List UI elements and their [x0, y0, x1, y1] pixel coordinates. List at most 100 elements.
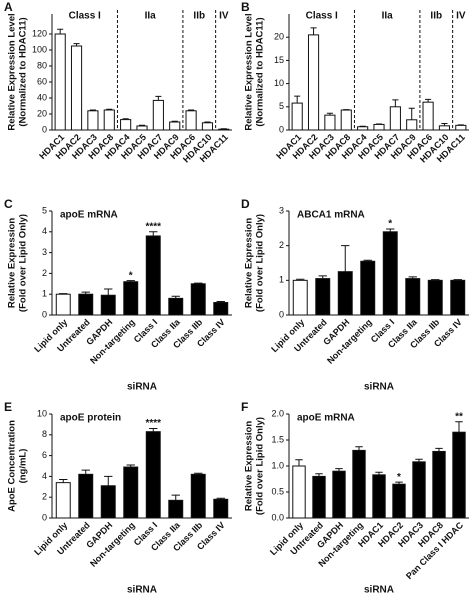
bar	[360, 260, 376, 316]
error-bar	[104, 288, 113, 296]
y-tick-label: 20	[274, 32, 284, 42]
error-bar	[188, 109, 195, 111]
bar	[103, 109, 115, 131]
y-tick-label: 5	[279, 101, 284, 111]
y-tick-label: 0	[42, 309, 47, 319]
error-bar	[335, 468, 343, 472]
y-tick-label: 2.0	[271, 408, 284, 418]
y-tick-label: 1	[42, 289, 47, 299]
bar	[450, 279, 466, 316]
error-bar	[441, 123, 448, 126]
y-axis-label: (Fold over Lipid Only)	[255, 214, 266, 312]
bar	[213, 498, 229, 519]
bar	[438, 125, 451, 131]
error-bar	[89, 109, 96, 111]
y-tick-label: 0	[279, 309, 284, 319]
y-tick-label: 6	[42, 450, 47, 460]
error-bar	[425, 98, 432, 103]
error-bar	[204, 121, 211, 123]
bar	[70, 45, 83, 131]
y-tick-label: 10	[274, 78, 284, 88]
y-tick-label: 5	[42, 205, 47, 215]
y-tick-label: 0.5	[271, 486, 284, 496]
y-axis-label: Relative Expression Level	[7, 13, 18, 130]
y-tick-label: 1.5	[271, 434, 284, 444]
error-bar	[149, 231, 158, 236]
error-bar	[171, 120, 178, 122]
error-bar	[59, 293, 68, 295]
group-label: Class I	[306, 11, 338, 22]
group-label: IIa	[145, 11, 157, 22]
y-axis-label: (Fold over Lipid Only)	[255, 417, 266, 515]
panel-label: D	[241, 197, 250, 211]
error-bar	[375, 471, 383, 475]
bar	[78, 293, 94, 316]
y-tick-label: 4	[42, 226, 47, 236]
error-bar	[73, 43, 80, 46]
y-axis-label: Relative Expression Level	[244, 13, 255, 130]
error-bar	[122, 118, 129, 120]
y-tick-label: 4	[42, 471, 47, 481]
y-axis-label: (Normalized to HDAC11)	[18, 17, 29, 126]
bar	[78, 473, 94, 519]
significance: *	[388, 219, 392, 230]
y-tick-label: 0	[42, 124, 47, 134]
error-bar	[310, 27, 317, 35]
error-bar	[81, 469, 90, 475]
y-axis-label: Relative Expression	[244, 421, 255, 511]
panel-label: F	[241, 400, 248, 414]
y-axis-label: (Normalized to HDAC11)	[255, 17, 266, 126]
bar	[372, 474, 386, 519]
panel-label: B	[241, 0, 250, 14]
group-label: IV	[219, 11, 229, 22]
error-bar	[171, 295, 180, 299]
y-tick-label: 0.0	[271, 512, 284, 522]
bar	[218, 128, 230, 131]
chart-title: apoE mRNA	[297, 413, 355, 424]
bar	[136, 125, 148, 131]
error-bar	[294, 95, 301, 104]
chart-title: ABCA1 mRNA	[297, 210, 365, 221]
error-bar	[435, 447, 443, 452]
bar	[123, 281, 139, 316]
error-bar	[171, 494, 180, 501]
y-tick-label: 3	[279, 205, 284, 215]
error-bar	[453, 279, 462, 281]
bar	[169, 121, 181, 131]
group-label: Class I	[69, 11, 101, 22]
y-axis-label: Relative Expression	[7, 218, 18, 308]
bar	[405, 278, 421, 316]
bar	[292, 465, 306, 519]
error-bar	[59, 479, 68, 483]
y-axis-label: (Fold over Lipid Only)	[18, 214, 29, 312]
bar	[145, 431, 161, 519]
panel-label: E	[4, 400, 12, 414]
y-tick-label: 8	[42, 429, 47, 439]
group-label: IIa	[382, 11, 394, 22]
error-bar	[318, 275, 327, 279]
y-tick-label: 120	[32, 28, 47, 38]
bar	[120, 119, 132, 131]
error-bar	[57, 28, 64, 34]
y-tick-label: 40	[37, 92, 47, 102]
bar	[100, 485, 116, 519]
bar	[55, 293, 71, 316]
bar	[427, 279, 443, 316]
bar	[432, 450, 446, 519]
error-bar	[315, 473, 323, 477]
y-tick-label: 2	[279, 240, 284, 250]
error-bar	[408, 276, 417, 279]
chart-title: apoE mRNA	[60, 210, 118, 221]
error-bar	[392, 99, 399, 107]
error-bar	[126, 280, 135, 282]
group-label: IIb	[193, 11, 205, 22]
bar	[422, 101, 434, 131]
bar	[412, 461, 426, 519]
y-tick-label: 2	[42, 492, 47, 502]
bar	[315, 278, 331, 316]
bar	[190, 473, 206, 519]
bar	[373, 123, 385, 131]
error-bar	[149, 428, 158, 432]
y-axis-label: (ng/mL)	[18, 449, 29, 484]
y-axis-label: Relative Expression	[244, 218, 255, 308]
